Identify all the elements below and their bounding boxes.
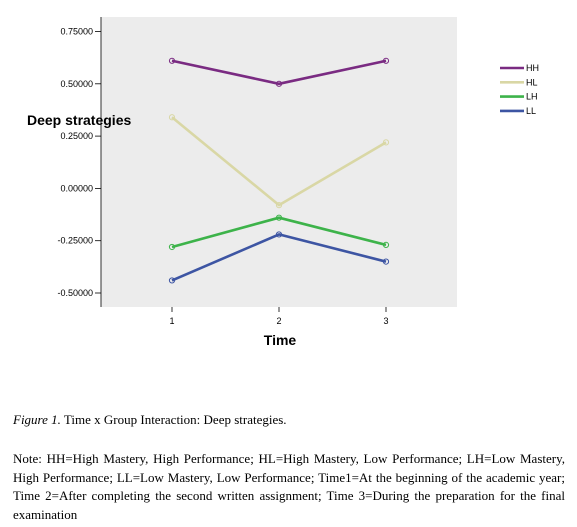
legend-label-hh: HH xyxy=(526,63,539,73)
y-tick-label: 0.50000 xyxy=(60,79,93,89)
y-ticks: -0.50000 -0.25000 0.00000 0.25000 0.50000 0.7… xyxy=(57,27,101,298)
legend-label-hl: HL xyxy=(526,77,538,87)
chart: -0.50000 -0.25000 0.00000 0.25000 0.50000 0.7… xyxy=(27,17,539,348)
data-point-hh xyxy=(382,57,390,64)
series-line-ll xyxy=(171,233,387,282)
figure-caption: Figure 1. Time x Group Interaction: Deep… xyxy=(13,411,565,430)
y-tick-label: 0.25000 xyxy=(60,131,93,141)
legend: HH HL LH LL xyxy=(500,63,539,116)
figure-note: Note: HH=High Mastery, High Performance;… xyxy=(13,451,565,522)
data-point-lh xyxy=(168,243,176,251)
data-point-hh xyxy=(168,57,176,64)
y-tick-label: -0.50000 xyxy=(57,288,93,298)
data-point-ll xyxy=(275,231,283,238)
data-point-ll xyxy=(382,258,390,265)
x-tick-label: 2 xyxy=(276,316,281,326)
figure-label: Figure 1. xyxy=(13,412,61,427)
series-line-hl xyxy=(171,116,387,207)
legend-label-lh: LH xyxy=(526,92,538,102)
series-layer xyxy=(168,57,390,284)
figure-title: Time x Group Interaction: Deep strategie… xyxy=(60,412,287,427)
x-tick-label: 1 xyxy=(169,316,174,326)
data-point-hl xyxy=(275,202,283,209)
series-line-hh xyxy=(171,59,387,86)
x-ticks: 1 2 3 xyxy=(169,307,389,326)
y-tick-label: 0.00000 xyxy=(60,183,93,193)
y-axis-title: Deep strategies xyxy=(27,112,131,128)
plot-background xyxy=(101,17,457,307)
y-tick-label: 0.75000 xyxy=(60,27,93,37)
x-axis-title: Time xyxy=(264,332,297,348)
data-point-hl xyxy=(168,114,176,121)
data-point-hl xyxy=(382,139,390,146)
data-point-lh xyxy=(382,241,390,248)
data-point-lh xyxy=(275,214,283,221)
legend-label-ll: LL xyxy=(526,106,536,116)
data-point-hh xyxy=(275,80,283,87)
x-tick-label: 3 xyxy=(383,316,388,326)
data-point-ll xyxy=(168,277,176,284)
y-tick-label: -0.25000 xyxy=(57,236,93,246)
series-line-lh xyxy=(171,216,387,249)
